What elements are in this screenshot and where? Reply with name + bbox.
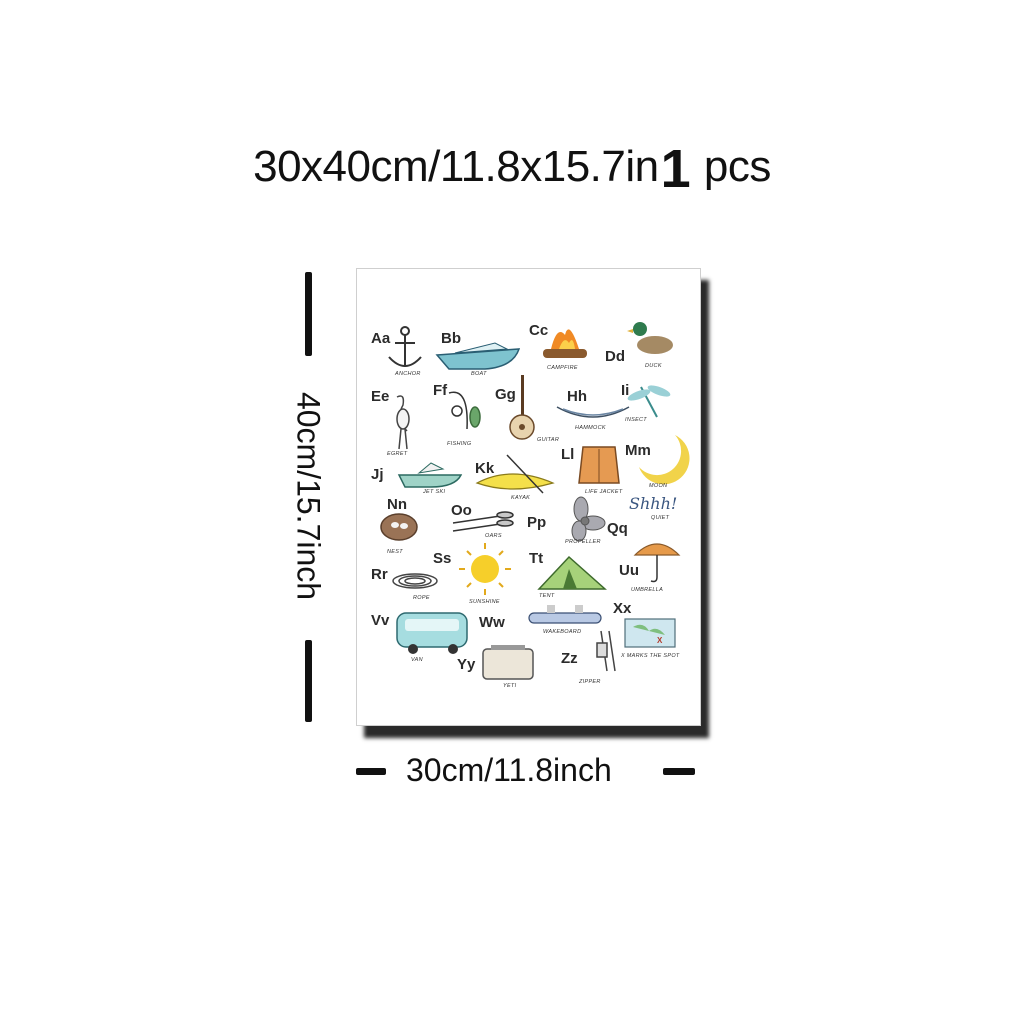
letter-z: Zz: [561, 650, 578, 667]
size-text: 30x40cm/11.8x15.7in: [253, 142, 659, 191]
word-egret: EGRET: [387, 451, 408, 457]
quantity-unit: pcs: [703, 142, 771, 191]
word-insect: INSECT: [625, 417, 647, 423]
word-rope: ROPE: [413, 595, 430, 601]
word-sunshine: SUNSHINE: [469, 599, 500, 605]
letter-g: Gg: [495, 386, 516, 403]
cooler-icon: [482, 645, 534, 680]
letter-w: Ww: [479, 614, 505, 631]
anchor-icon: [388, 326, 422, 367]
word-umbrella: UMBRELLA: [631, 587, 663, 593]
letter-q: Qq: [607, 520, 628, 537]
word-oars: OARS: [485, 533, 502, 539]
svg-text:X: X: [657, 636, 663, 645]
campfire-icon: [543, 329, 587, 358]
rope-icon: [392, 573, 438, 589]
alphabet-poster: Shhh! X: [356, 268, 701, 726]
height-dimension-line-bottom: [305, 640, 312, 722]
umbrella-icon: [633, 543, 681, 583]
shhh-text: Shhh!: [629, 494, 677, 513]
letter-i: Ii: [621, 382, 629, 399]
word-yeti: YETI: [503, 683, 517, 689]
word-quiet: QUIET: [651, 515, 670, 521]
word-campfire: CAMPFIRE: [547, 365, 578, 371]
boat-icon: [435, 342, 521, 370]
word-guitar: GUITAR: [537, 437, 559, 443]
letter-f: Ff: [433, 382, 448, 399]
letter-l: Ll: [561, 446, 574, 463]
kayak-icon: [475, 454, 555, 494]
life-jacket-icon: [578, 446, 620, 484]
egret-icon: [396, 395, 410, 450]
letter-h: Hh: [567, 388, 587, 405]
width-dimension-line-right: [663, 768, 695, 775]
letter-j: Jj: [371, 466, 384, 483]
tent-icon: [537, 555, 607, 590]
wakeboard-icon: [528, 605, 602, 624]
letter-c: Cc: [529, 322, 548, 339]
letter-x: Xx: [613, 600, 632, 617]
quiet-sign: Shhh!: [629, 494, 677, 513]
letter-y: Yy: [457, 656, 476, 673]
word-fishing: FISHING: [447, 441, 472, 447]
letter-s: Ss: [433, 550, 451, 567]
jet-ski-icon: [397, 462, 463, 488]
word-nest: NEST: [387, 549, 403, 555]
word-jet-ski: JET SKI: [422, 489, 445, 495]
word-kayak: KAYAK: [511, 495, 530, 501]
height-dimension-label: 40cm/15.7inch: [290, 391, 327, 601]
width-dimension-label: 30cm/11.8inch: [406, 752, 612, 788]
word-hammock: HAMMOCK: [575, 425, 606, 431]
letter-t: Tt: [529, 550, 543, 567]
word-tent: TENT: [539, 593, 555, 599]
word-duck: DUCK: [645, 363, 662, 369]
word-moon: MOON: [649, 483, 667, 489]
height-dimension-line-top: [305, 272, 312, 356]
duck-icon: [627, 322, 673, 354]
product-size-title: 30x40cm/11.8x15.7in1 pcs: [0, 138, 1024, 200]
word-boat: BOAT: [471, 371, 487, 377]
guitar-icon: [509, 375, 535, 440]
letter-u: Uu: [619, 562, 639, 579]
word-propeller: PROPELLER: [565, 539, 601, 545]
fishing-icon: [448, 391, 481, 430]
letter-b: Bb: [441, 330, 461, 347]
word-zipper: ZIPPER: [578, 679, 601, 685]
letter-m: Mm: [625, 442, 651, 459]
moon-icon: [639, 435, 690, 485]
letter-k: Kk: [475, 460, 495, 477]
nest-icon: [380, 513, 418, 541]
van-icon: [396, 612, 468, 654]
hammock-icon: [556, 406, 630, 418]
zipper-icon: [596, 630, 616, 672]
letter-o: Oo: [451, 502, 472, 519]
map-icon: X: [624, 618, 676, 648]
sun-icon: [459, 543, 511, 595]
word-x-marks: X MARKS THE SPOT: [620, 653, 680, 659]
letter-r: Rr: [371, 566, 388, 583]
word-labels: ANCHOR BOAT CAMPFIRE DUCK EGRET FISHING …: [387, 363, 680, 689]
letter-v: Vv: [371, 612, 390, 629]
word-van: VAN: [411, 657, 423, 663]
word-anchor: ANCHOR: [394, 371, 421, 377]
letter-a: Aa: [371, 330, 391, 347]
letter-d: Dd: [605, 348, 625, 365]
letter-e: Ee: [371, 388, 389, 405]
word-wakeboard: WAKEBOARD: [543, 629, 581, 635]
oars-icon: [452, 511, 514, 532]
quantity-number: 1: [660, 139, 691, 199]
poster-illustrations: Shhh! X: [371, 322, 690, 689]
word-life-jacket: LIFE JACKET: [585, 489, 623, 495]
propeller-icon: [571, 496, 606, 542]
dragonfly-icon: [627, 385, 671, 418]
letter-labels: Aa Bb Cc Dd Ee Ff Gg Hh Ii Jj Kk Ll Mm N…: [371, 322, 651, 673]
width-dimension-line-left: [356, 768, 386, 775]
letter-p: Pp: [527, 514, 546, 531]
letter-n: Nn: [387, 496, 407, 513]
